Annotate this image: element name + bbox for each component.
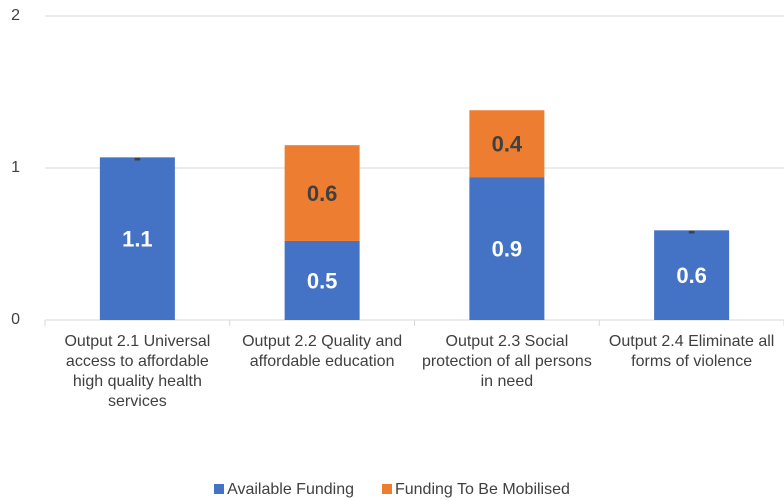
bar-segment [469, 110, 545, 178]
legend: Available Funding Funding To Be Mobilised [0, 481, 784, 499]
data-label: 0.9 [492, 236, 523, 261]
legend-label: Funding To Be Mobilised [394, 481, 570, 498]
legend-swatch [214, 484, 225, 494]
bar-segment [284, 240, 360, 320]
data-label: 0.4 [492, 131, 523, 156]
x-tick-label: Output 2.1 Universal access to affordabl… [64, 333, 211, 410]
data-label: - [134, 145, 141, 170]
data-label: 1.1 [122, 226, 153, 251]
data-label: - [688, 218, 695, 243]
data-label: 0.6 [307, 181, 338, 206]
legend-item: Available Funding [214, 481, 354, 498]
bar-segment [654, 230, 730, 320]
legend-swatch [381, 484, 392, 494]
bar-segment [284, 145, 360, 241]
data-label: 0.5 [307, 268, 338, 293]
x-tick-label: Output 2.2 Quality and affordable educat… [242, 333, 403, 370]
y-tick-label: 1 [11, 159, 20, 176]
x-tick-label: Output 2.3 Social protection of all pers… [421, 333, 592, 390]
bar-segment [99, 157, 175, 320]
legend-item: Funding To Be Mobilised [381, 481, 570, 498]
y-tick-label: 2 [11, 7, 20, 24]
x-tick-label: Output 2.4 Eliminate all forms of violen… [608, 333, 775, 370]
bar-segment [469, 177, 545, 320]
data-label: 0.6 [676, 263, 707, 288]
y-tick-label: 0 [11, 311, 20, 328]
legend-label: Available Funding [227, 481, 354, 498]
